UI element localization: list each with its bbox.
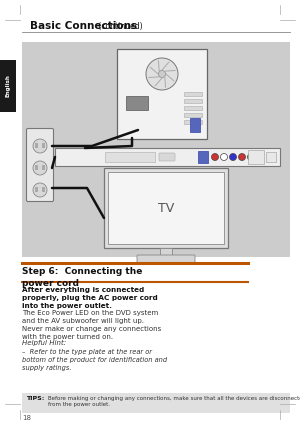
FancyBboxPatch shape [160,248,172,256]
Text: Before making or changing any connections, make sure that all the devices are di: Before making or changing any connection… [48,396,300,407]
Circle shape [146,58,178,90]
Circle shape [220,153,227,161]
Text: Helpful Hint:: Helpful Hint: [22,340,66,346]
Circle shape [238,153,245,161]
FancyBboxPatch shape [137,255,195,263]
FancyBboxPatch shape [26,128,53,201]
Text: Basic Connections: Basic Connections [30,21,137,31]
FancyBboxPatch shape [248,150,264,164]
FancyBboxPatch shape [35,143,38,148]
FancyBboxPatch shape [42,143,45,148]
Circle shape [33,139,47,153]
FancyBboxPatch shape [184,92,202,96]
FancyBboxPatch shape [35,187,38,192]
Text: The Eco Power LED on the DVD system
and the AV subwoofer will light up.
Never ma: The Eco Power LED on the DVD system and … [22,310,161,340]
Text: –  Refer to the type plate at the rear or
bottom of the product for identificati: – Refer to the type plate at the rear or… [22,349,167,371]
FancyBboxPatch shape [108,172,224,244]
FancyBboxPatch shape [184,120,202,124]
FancyBboxPatch shape [22,42,290,257]
FancyBboxPatch shape [184,113,202,117]
FancyBboxPatch shape [184,106,202,110]
FancyBboxPatch shape [198,151,208,163]
Circle shape [248,153,254,161]
Text: TV: TV [158,201,174,215]
Text: 18: 18 [22,415,31,421]
FancyBboxPatch shape [159,153,175,161]
FancyBboxPatch shape [42,187,45,192]
FancyBboxPatch shape [190,118,200,132]
FancyBboxPatch shape [22,393,290,413]
FancyBboxPatch shape [184,99,202,103]
Circle shape [256,153,263,161]
FancyBboxPatch shape [117,49,207,139]
FancyBboxPatch shape [104,168,228,248]
Text: Step 6:  Connecting the
power cord: Step 6: Connecting the power cord [22,267,142,288]
Text: TIPS:: TIPS: [26,396,44,401]
Text: (continued): (continued) [96,22,142,31]
Circle shape [33,161,47,175]
FancyBboxPatch shape [105,152,155,162]
FancyBboxPatch shape [55,148,280,166]
Circle shape [33,183,47,197]
Text: After everything is connected
properly, plug the AC power cord
into the power ou: After everything is connected properly, … [22,287,158,309]
FancyBboxPatch shape [35,165,38,170]
Text: English: English [5,75,10,98]
FancyBboxPatch shape [266,152,276,162]
FancyBboxPatch shape [0,60,16,112]
Circle shape [230,153,236,161]
FancyBboxPatch shape [42,165,45,170]
Circle shape [158,70,166,78]
FancyBboxPatch shape [126,96,148,110]
Circle shape [212,153,218,161]
